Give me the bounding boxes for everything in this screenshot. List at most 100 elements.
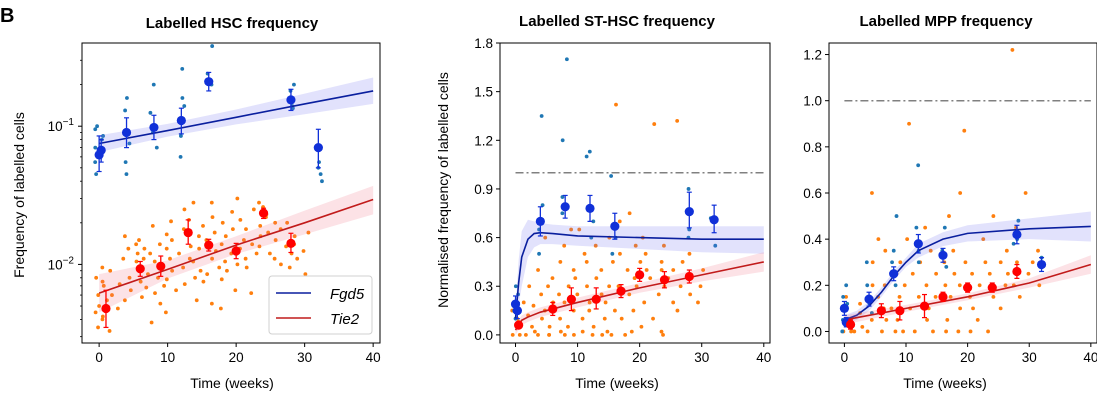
- raw-point-tie2: [983, 260, 988, 265]
- x-tick-label: 40: [366, 350, 381, 365]
- raw-point-fgd5: [610, 251, 615, 256]
- plot-area-hsc: 0 10 20 30 40 10−1 10−2: [48, 42, 381, 365]
- raw-point-tie2: [617, 219, 622, 224]
- raw-point-tie2: [134, 259, 139, 264]
- raw-point-tie2: [285, 220, 290, 225]
- raw-point-tie2: [625, 268, 630, 272]
- raw-point-tie2: [539, 292, 544, 297]
- mean-point-tie2: [591, 294, 601, 304]
- raw-point-tie2: [1036, 248, 1040, 253]
- raw-point-tie2: [230, 209, 235, 214]
- raw-point-tie2: [170, 268, 175, 273]
- raw-point-tie2: [652, 122, 657, 126]
- x-axis-label-st-hsc: Time (weeks): [575, 375, 659, 391]
- raw-point-tie2: [605, 329, 610, 334]
- raw-point-tie2: [849, 329, 854, 334]
- legend-label-fgd5: Fgd5: [330, 286, 365, 303]
- mean-point-fgd5: [204, 77, 214, 87]
- confidence-band-tie2: [515, 252, 764, 335]
- mean-point-tie2: [876, 306, 886, 316]
- raw-point-fgd5: [916, 260, 921, 265]
- raw-point-tie2: [134, 242, 139, 247]
- raw-point-tie2: [1010, 48, 1015, 52]
- mean-point-tie2: [659, 275, 670, 285]
- raw-point-fgd5: [180, 96, 185, 100]
- raw-point-tie2: [257, 200, 261, 205]
- raw-point-tie2: [187, 256, 192, 261]
- raw-point-tie2: [303, 272, 308, 277]
- raw-point-tie2: [991, 294, 996, 299]
- mean-point-tie2: [286, 238, 296, 248]
- raw-point-fgd5: [210, 44, 215, 48]
- raw-point-tie2: [100, 314, 105, 319]
- raw-point-tie2: [958, 306, 963, 311]
- raw-point-tie2: [557, 292, 561, 297]
- raw-point-tie2: [587, 308, 592, 313]
- raw-point-tie2: [181, 265, 186, 270]
- raw-point-fgd5: [893, 283, 898, 288]
- raw-point-tie2: [659, 329, 664, 334]
- raw-point-tie2: [870, 191, 874, 195]
- raw-point-tie2: [577, 227, 582, 232]
- raw-point-tie2: [590, 332, 595, 337]
- raw-point-fgd5: [587, 149, 592, 154]
- y-tick-label: 0.8: [803, 140, 822, 155]
- confidence-band-fgd5: [99, 77, 374, 153]
- raw-point-tie2: [219, 242, 224, 247]
- raw-point-tie2: [249, 291, 254, 296]
- mean-point-tie2: [895, 306, 905, 316]
- raw-point-tie2: [956, 329, 961, 334]
- raw-point-tie2: [897, 294, 902, 299]
- x-tick-label: 40: [756, 350, 771, 365]
- raw-point-tie2: [659, 268, 664, 272]
- raw-point-tie2: [127, 275, 132, 280]
- y-tick-label: 0.6: [803, 186, 822, 201]
- raw-point-fgd5: [127, 141, 132, 146]
- raw-point-tie2: [94, 275, 99, 280]
- raw-point-fgd5: [687, 227, 692, 232]
- raw-point-tie2: [619, 316, 624, 321]
- raw-point-tie2: [517, 332, 522, 337]
- raw-point-fgd5: [124, 172, 129, 177]
- x-tick-label: 20: [229, 350, 244, 365]
- raw-point-tie2: [631, 308, 636, 313]
- y-tick-label: 1.5: [474, 85, 493, 100]
- raw-point-fgd5: [539, 114, 544, 118]
- raw-point-fgd5: [540, 203, 545, 208]
- chart-mpp: Labelled MPP frequency Time (weeks) 0 10 2…: [803, 13, 1097, 391]
- raw-point-tie2: [230, 227, 235, 232]
- raw-point-fgd5: [916, 163, 921, 168]
- raw-point-tie2: [614, 102, 618, 107]
- plot-content: [510, 57, 764, 337]
- raw-point-fgd5: [318, 172, 323, 177]
- raw-point-tie2: [122, 298, 127, 303]
- raw-point-tie2: [880, 329, 884, 334]
- x-tick-label: 0: [95, 350, 103, 365]
- raw-point-tie2: [1026, 271, 1031, 276]
- raw-point-tie2: [225, 268, 229, 273]
- mean-point-tie2: [635, 270, 645, 280]
- mean-point-fgd5: [1036, 259, 1047, 270]
- raw-point-tie2: [197, 246, 202, 251]
- raw-point-tie2: [168, 256, 172, 261]
- raw-point-tie2: [149, 320, 154, 325]
- raw-point-tie2: [188, 244, 193, 249]
- chart-title-st-hsc: Labelled ST-HSC frequency: [519, 13, 716, 30]
- mean-point-fgd5: [610, 221, 620, 231]
- raw-point-tie2: [968, 329, 973, 334]
- raw-point-tie2: [975, 318, 980, 322]
- raw-point-tie2: [876, 237, 881, 242]
- raw-point-tie2: [594, 276, 599, 281]
- mean-point-tie2: [135, 264, 145, 274]
- raw-point-fgd5: [713, 243, 718, 248]
- raw-point-tie2: [547, 324, 552, 329]
- raw-point-tie2: [241, 238, 246, 242]
- x-tick-label: 10: [160, 350, 175, 365]
- raw-point-tie2: [943, 283, 948, 288]
- raw-point-tie2: [923, 225, 928, 230]
- raw-point-tie2: [217, 265, 222, 270]
- raw-point-tie2: [893, 329, 898, 334]
- raw-point-tie2: [901, 329, 905, 334]
- raw-point-fgd5: [123, 160, 128, 164]
- y-tick-label: 0.4: [803, 232, 822, 247]
